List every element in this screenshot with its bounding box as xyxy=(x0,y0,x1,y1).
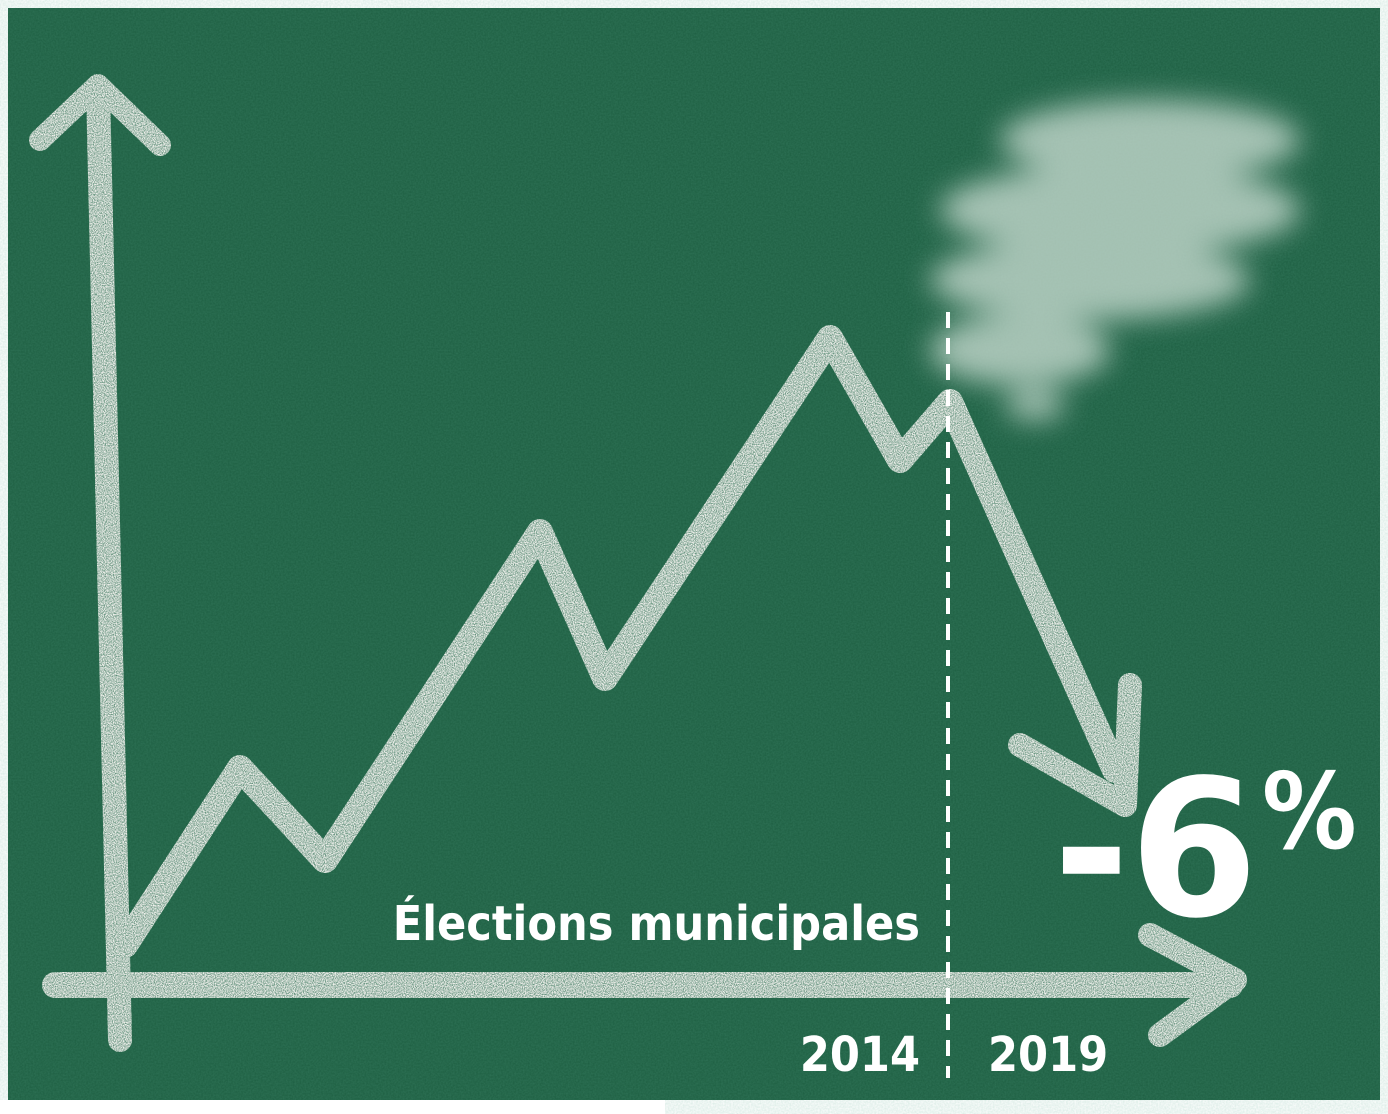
bottom-strip xyxy=(0,1100,665,1114)
event-label: Élections municipales xyxy=(393,895,920,952)
change-value: -6 xyxy=(1053,739,1258,960)
change-unit: % xyxy=(1262,751,1357,873)
year-label: 2019 xyxy=(988,1027,1108,1083)
chalk-drawing xyxy=(29,74,1247,1052)
trend-arrow xyxy=(1008,673,1142,817)
trend-line xyxy=(112,325,1128,958)
erased-smudge xyxy=(930,100,1300,420)
y-axis-arrow xyxy=(29,74,171,156)
year-label: 2014 xyxy=(800,1027,920,1083)
y-axis xyxy=(86,78,132,1052)
x-axis-arrow xyxy=(1138,923,1247,1047)
